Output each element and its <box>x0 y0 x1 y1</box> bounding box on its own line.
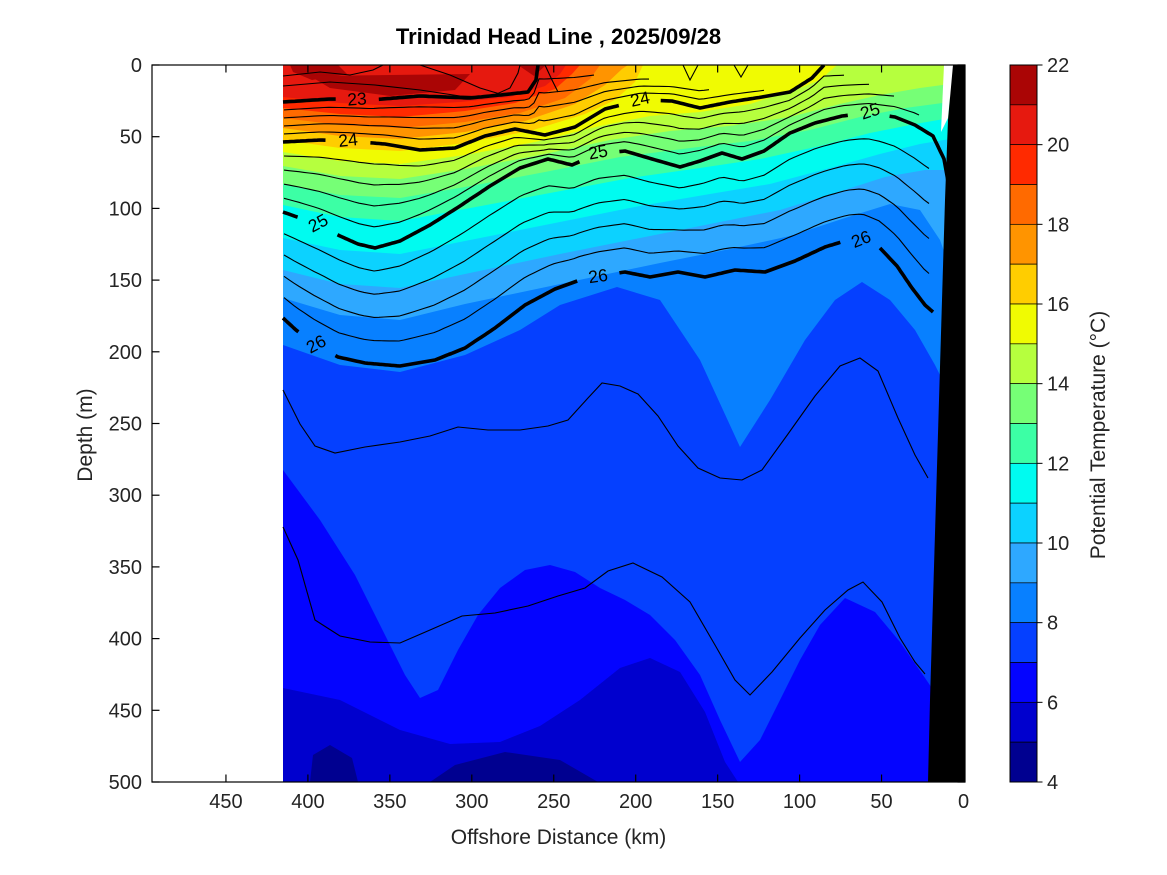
y-tick-label: 350 <box>109 557 142 579</box>
contour-line-thin <box>419 65 501 95</box>
colorbar-tick-label: 22 <box>1047 55 1069 77</box>
contour-line-thin <box>283 138 930 272</box>
contour-line-thin <box>682 65 699 82</box>
plot-title: Trinidad Head Line , 2025/09/28 <box>395 24 722 49</box>
contour-line-thin <box>283 89 765 140</box>
contour-line-thin <box>283 78 650 119</box>
contour-label: 24 <box>337 129 359 151</box>
contour-line-thin <box>282 526 926 696</box>
y-tick-label: 250 <box>109 414 142 436</box>
y-tick-label: 200 <box>109 342 142 364</box>
y-tick-label: 500 <box>109 772 142 794</box>
contour-line-thin <box>283 213 930 342</box>
no-data-sliver <box>941 65 953 132</box>
contour-line-thin <box>283 74 845 167</box>
colorbar-band <box>1009 542 1038 584</box>
x-tick-label: 450 <box>209 791 242 813</box>
colorbar-tick-label: 10 <box>1047 533 1069 555</box>
contour-line-thin <box>283 93 895 207</box>
x-tick-label: 100 <box>783 791 816 813</box>
x-tick-label: 200 <box>619 791 652 813</box>
contour-label: 25 <box>587 140 610 163</box>
contour-line-bold <box>660 65 826 110</box>
x-tick-label: 250 <box>537 791 570 813</box>
colorbar-band <box>1009 701 1038 743</box>
x-tick-label: 0 <box>958 791 969 813</box>
contour-line-thin <box>283 163 930 295</box>
colorbar-label: Potential Temperature (°C) <box>1087 310 1110 560</box>
colorbar-band <box>1009 502 1038 544</box>
colorbar-band <box>1009 662 1038 703</box>
colorbar-tick-label: 12 <box>1047 453 1069 475</box>
contour-line-bold <box>282 138 326 144</box>
contour-line-bold <box>336 157 581 250</box>
x-tick-label: 50 <box>870 791 892 813</box>
colorbar-band <box>1009 263 1038 305</box>
y-tick-label: 300 <box>109 485 142 507</box>
colorbar-band <box>1009 223 1038 265</box>
colorbar-band <box>1009 184 1038 225</box>
contour-line-thin <box>283 85 710 129</box>
contour-label: 23 <box>347 88 368 109</box>
contour-line-thin <box>544 65 559 93</box>
colorbar-border <box>1009 64 1038 783</box>
contour-line-thin <box>283 83 870 186</box>
contour-line-bold <box>619 240 841 279</box>
x-tick-label: 400 <box>291 791 324 813</box>
contour-line-thin <box>282 65 384 77</box>
contour-line-thin <box>282 357 929 481</box>
contour-line-thin <box>733 65 749 79</box>
y-tick-label: 100 <box>109 198 142 220</box>
y-tick-label: 450 <box>109 700 142 722</box>
coast-land-mask <box>928 65 965 782</box>
colorbar-band <box>1009 303 1038 345</box>
contour-line-bold <box>378 65 540 102</box>
colorbar-tick-label: 8 <box>1047 613 1058 635</box>
colorbar-band <box>1009 343 1038 385</box>
colorbar-tick-label: 18 <box>1047 214 1069 236</box>
contour-label: 26 <box>587 265 609 288</box>
contour-line-bold <box>889 114 950 182</box>
contour-line-bold <box>282 210 299 219</box>
cold-pocket-fill <box>310 745 358 782</box>
contour-line-thin <box>283 188 930 318</box>
contour-line-thin <box>283 74 595 111</box>
colorbar-band <box>1009 144 1038 185</box>
contour-line-thin <box>283 102 920 228</box>
colorbar-band <box>1009 423 1038 464</box>
colorbar-band <box>1009 741 1038 783</box>
colorbar-tick-label: 6 <box>1047 692 1058 714</box>
y-tick-label: 150 <box>109 270 142 292</box>
contour-line-bold <box>878 246 935 314</box>
colorbar-band <box>1009 64 1038 106</box>
x-axis-label: Offshore Distance (km) <box>450 826 667 849</box>
x-tick-label: 150 <box>701 791 734 813</box>
colorbar-tick-label: 20 <box>1047 135 1069 157</box>
colorbar-tick-label: 4 <box>1047 772 1058 794</box>
warm-patch-fill <box>310 74 470 96</box>
contour-line-bold <box>370 103 620 152</box>
contour-line-bold <box>334 279 578 368</box>
colorbar-band <box>1009 104 1038 146</box>
y-tick-label: 400 <box>109 629 142 651</box>
y-tick-label: 0 <box>131 55 142 77</box>
x-tick-label: 300 <box>455 791 488 813</box>
colorbar-tick-label: 16 <box>1047 294 1069 316</box>
contour-line-bold <box>619 113 849 169</box>
y-tick-label: 50 <box>120 127 142 149</box>
colorbar-band <box>1009 582 1038 624</box>
contour-line-bold <box>282 97 336 104</box>
colorbar-band <box>1009 383 1038 424</box>
x-tick-label: 350 <box>373 791 406 813</box>
colorbar-tick-label: 14 <box>1047 374 1069 396</box>
contour-line-bold <box>281 316 300 334</box>
colorbar-band <box>1009 622 1038 663</box>
colorbar-band <box>1009 462 1038 504</box>
contour-label: 24 <box>628 87 651 111</box>
y-axis-label: Depth (m) <box>74 388 97 482</box>
